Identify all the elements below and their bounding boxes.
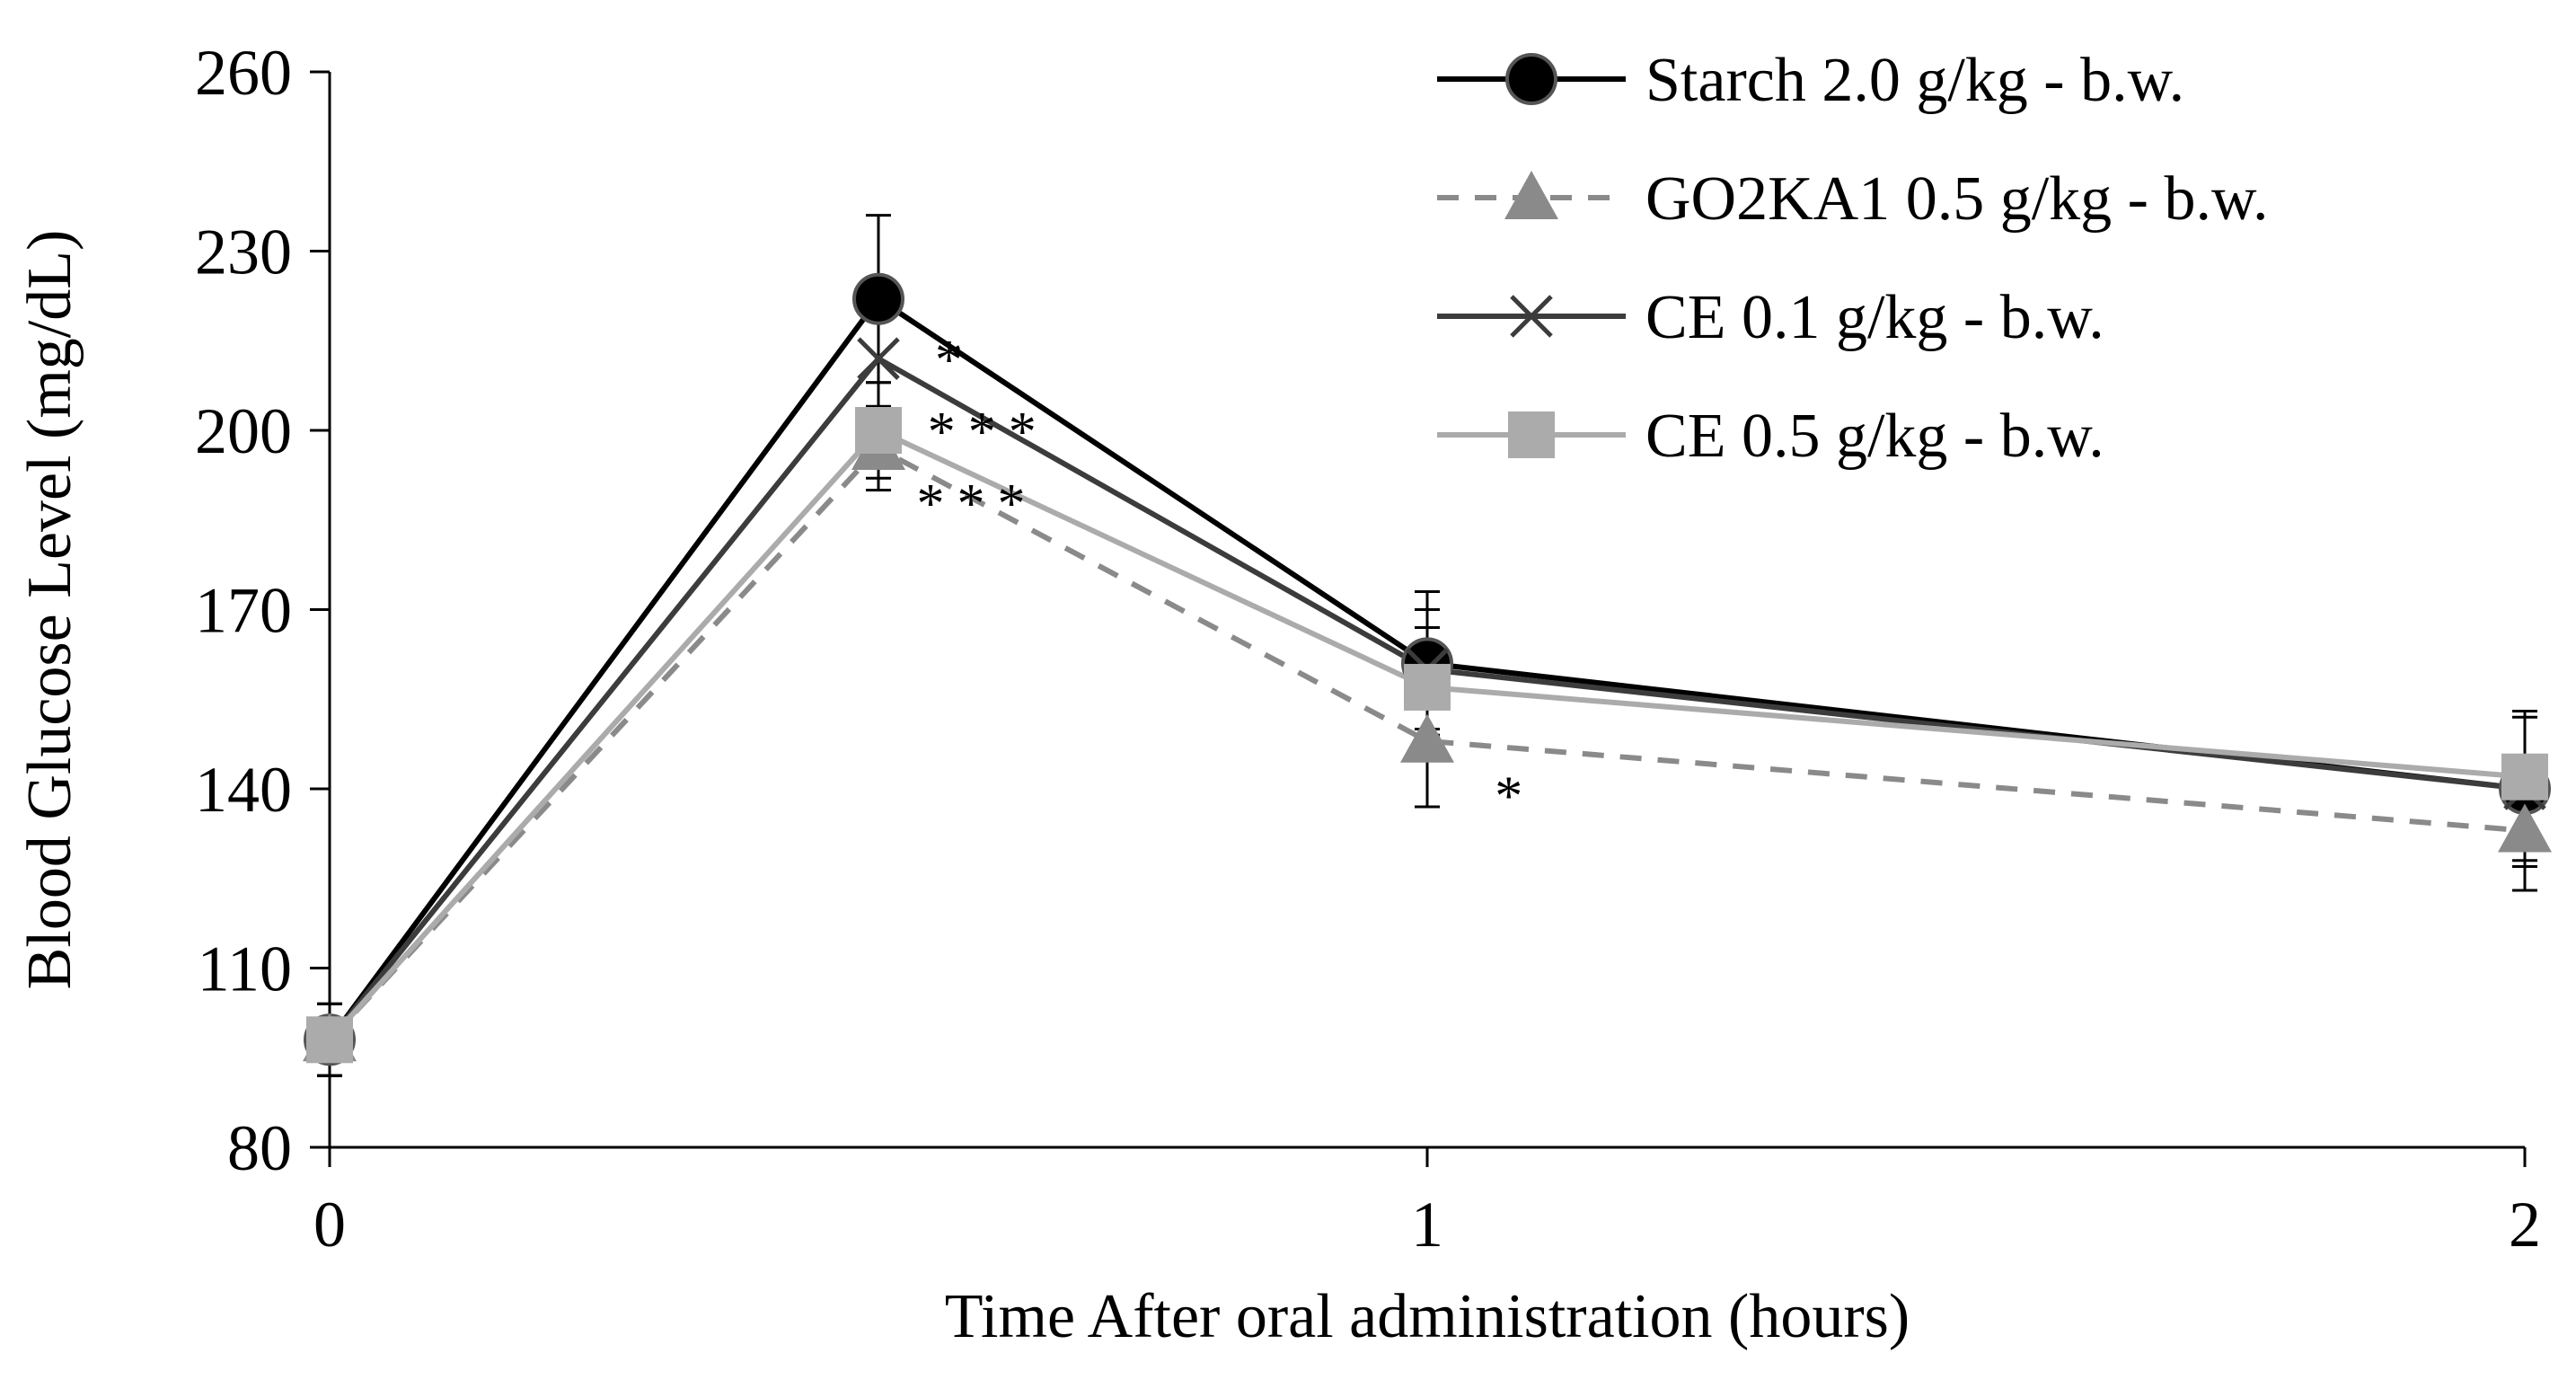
legend-item: Starch 2.0 g/kg - b.w. bbox=[1437, 46, 2184, 115]
legend-item: CE 0.5 g/kg - b.w. bbox=[1437, 402, 2104, 471]
legend-label: GO2KA1 0.5 g/kg - b.w. bbox=[1645, 164, 2268, 234]
series-line bbox=[327, 445, 2526, 1042]
marker-x-stroke bbox=[1510, 295, 1553, 338]
legend-label: CE 0.5 g/kg - b.w. bbox=[1645, 402, 2104, 471]
data-point bbox=[1404, 663, 1451, 711]
data-point bbox=[306, 1016, 353, 1064]
significance-label: * bbox=[1495, 766, 1535, 827]
x-tick-label: 1 bbox=[1411, 1189, 1443, 1261]
y-tick-label: 230 bbox=[195, 217, 292, 288]
legend-item: GO2KA1 0.5 g/kg - b.w. bbox=[1437, 164, 2268, 234]
legend-label: CE 0.1 g/kg - b.w. bbox=[1645, 283, 2104, 352]
data-point bbox=[2501, 753, 2548, 801]
legend-marker bbox=[1505, 53, 1557, 105]
series-lines bbox=[327, 296, 2526, 1042]
y-tick-label: 80 bbox=[227, 1112, 292, 1184]
data-markers bbox=[303, 272, 2552, 1066]
data-point bbox=[2498, 803, 2552, 853]
data-point bbox=[857, 337, 900, 380]
significance-annotations: ******** bbox=[916, 330, 1535, 827]
series-line bbox=[327, 356, 2526, 1042]
series-line bbox=[327, 296, 2526, 1042]
significance-label: *** bbox=[928, 402, 1049, 463]
y-axis-title: Blood Glucose Level (mg/dL) bbox=[15, 230, 84, 990]
legend-marker bbox=[1504, 171, 1558, 219]
marker-x-stroke bbox=[857, 337, 900, 380]
legend-marker bbox=[1508, 411, 1555, 458]
y-tick-label: 110 bbox=[198, 933, 292, 1005]
legend: Starch 2.0 g/kg - b.w. GO2KA1 0.5 g/kg - … bbox=[1437, 46, 2268, 471]
data-point bbox=[855, 407, 902, 454]
data-point bbox=[852, 272, 904, 325]
legend-item: CE 0.1 g/kg - b.w. bbox=[1437, 283, 2104, 352]
significance-label: * bbox=[935, 330, 975, 391]
x-tick-label: 0 bbox=[313, 1189, 346, 1261]
significance-label: *** bbox=[916, 473, 1037, 535]
y-tick-label: 170 bbox=[195, 575, 292, 647]
data-point bbox=[1400, 713, 1454, 763]
y-tick-label: 200 bbox=[195, 395, 292, 467]
x-axis-title: Time After oral administration (hours) bbox=[945, 1282, 1910, 1351]
legend-marker bbox=[1510, 295, 1553, 338]
legend-label: Starch 2.0 g/kg - b.w. bbox=[1645, 46, 2184, 115]
y-tick-label: 140 bbox=[195, 754, 292, 826]
y-tick-label: 260 bbox=[195, 37, 292, 109]
axes: 80 110 140 170 200 230 260 0 1 2 Time After oral a… bbox=[15, 37, 2541, 1351]
x-tick-label: 2 bbox=[2509, 1189, 2541, 1261]
series-line bbox=[327, 428, 2526, 1042]
